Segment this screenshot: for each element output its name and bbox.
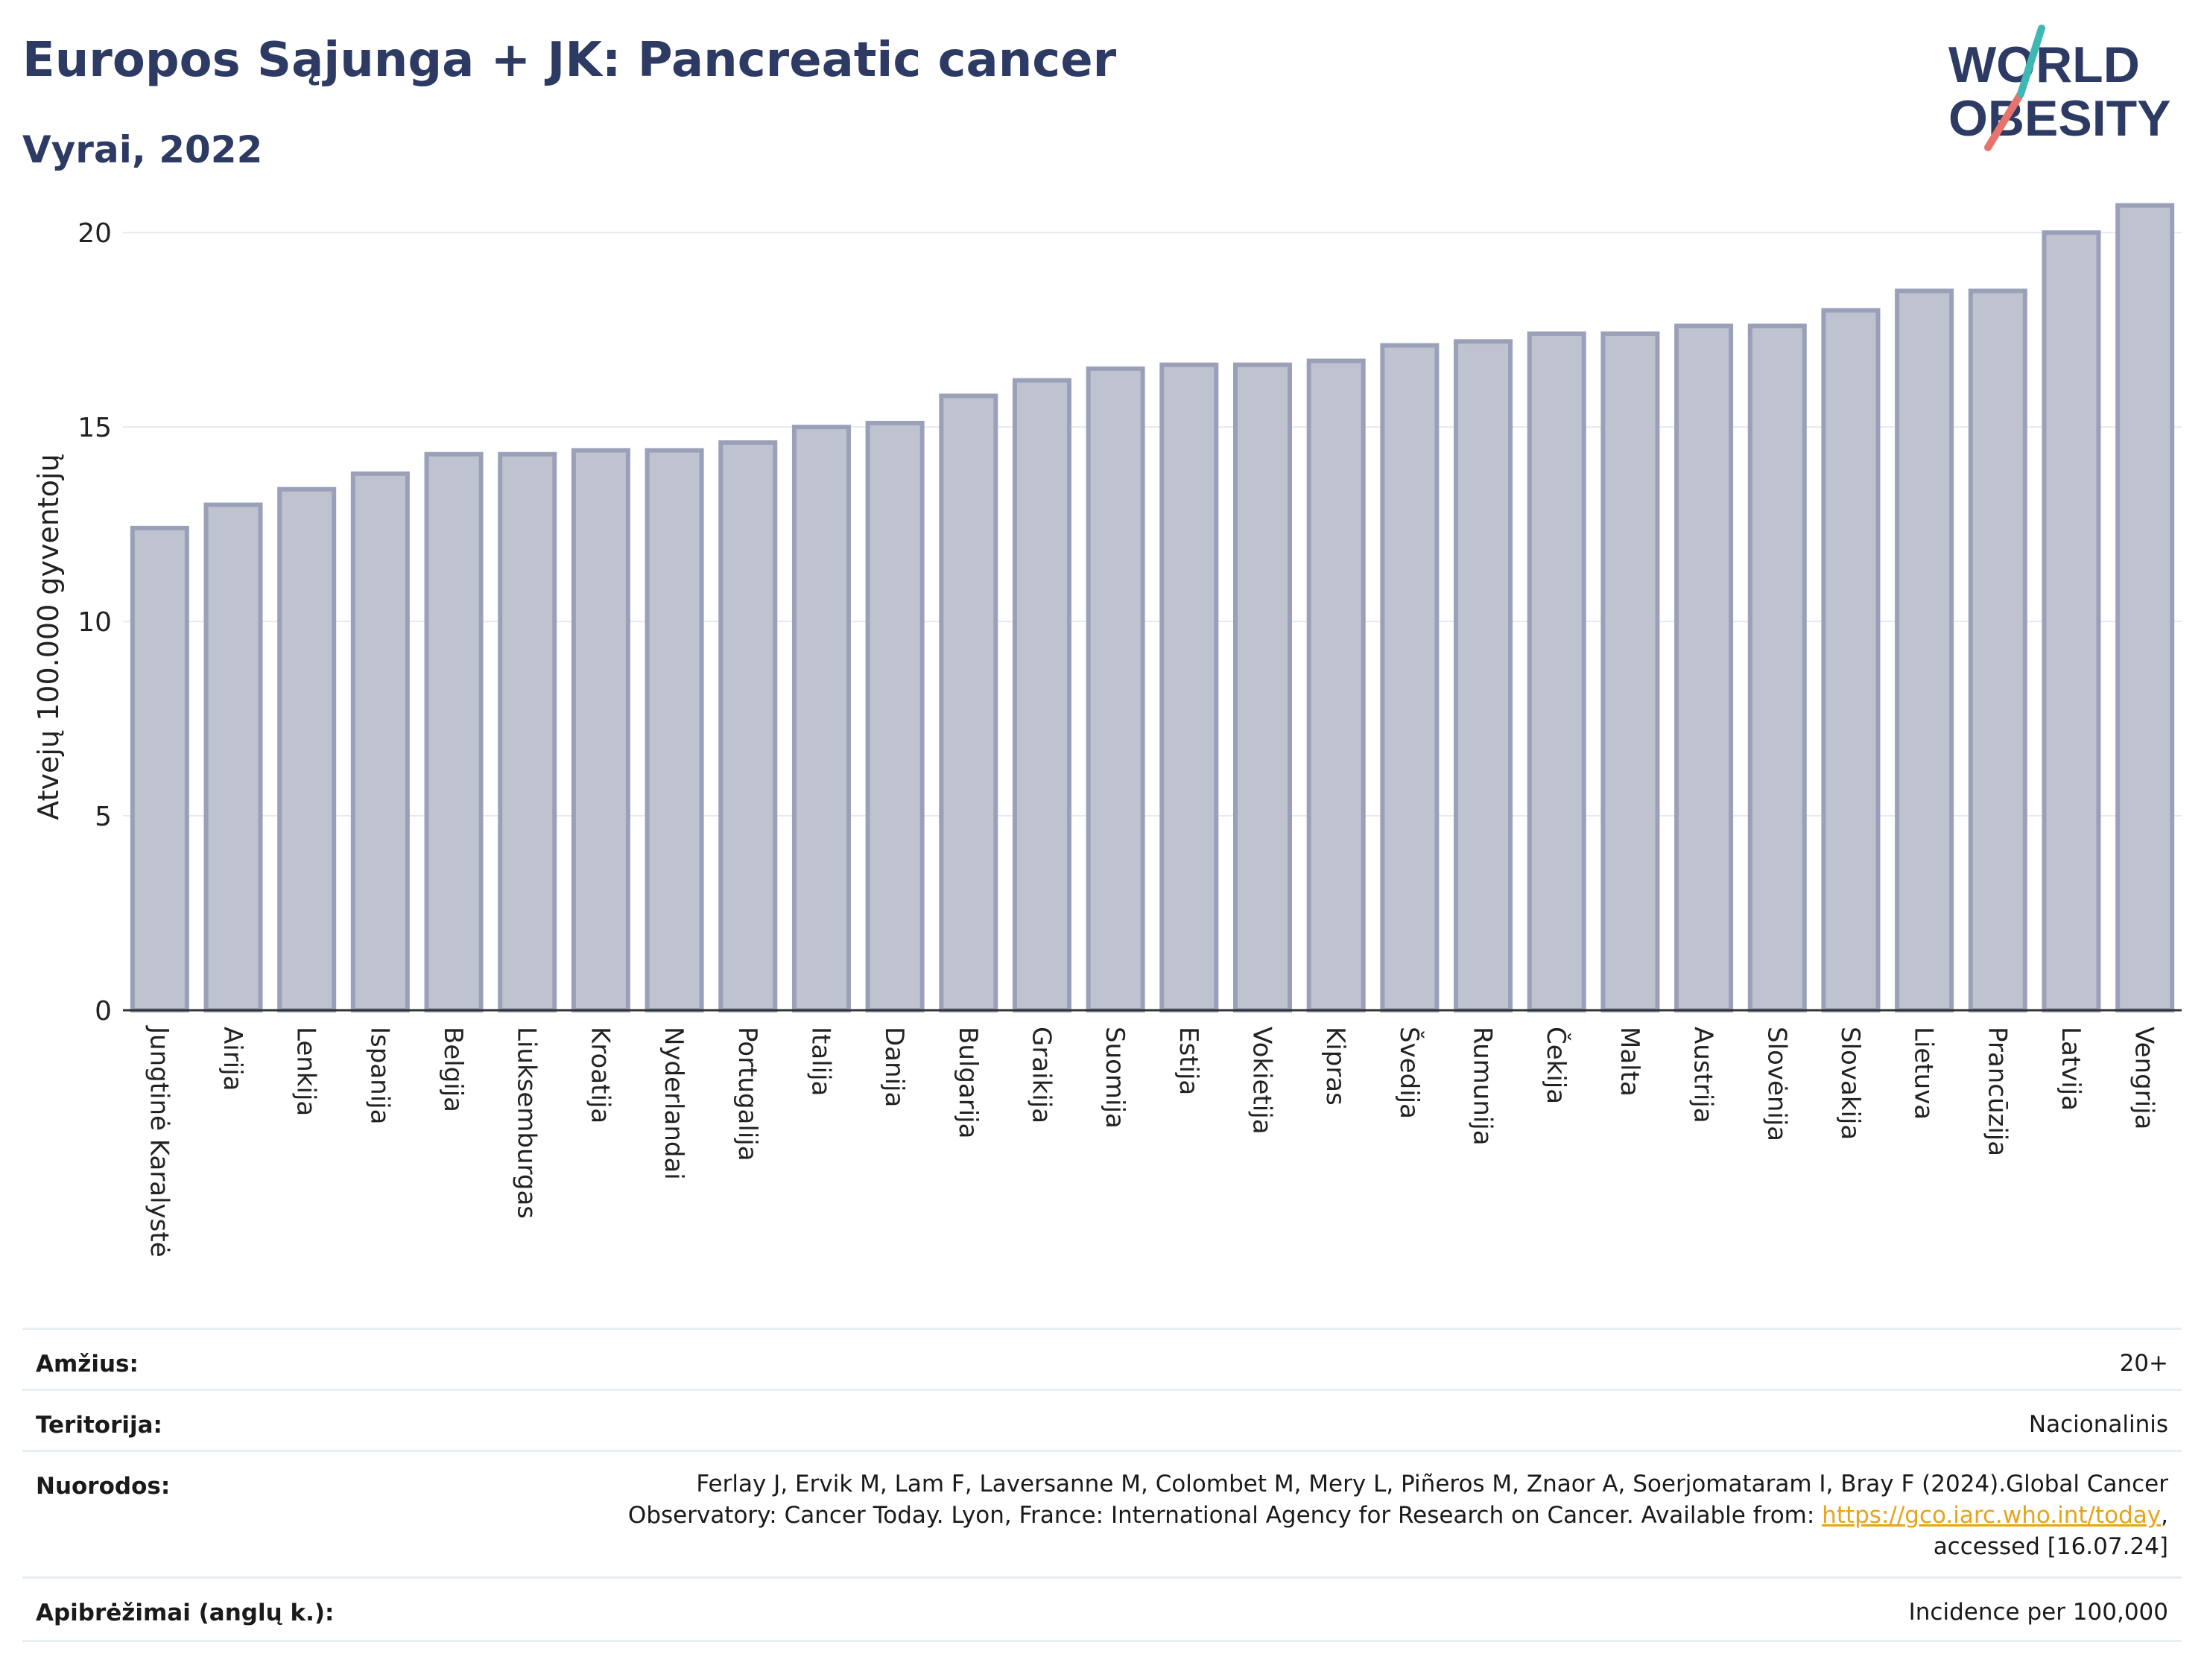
age-value: 20+	[2119, 1350, 2168, 1377]
bar	[1968, 288, 2027, 1012]
bar	[203, 502, 263, 1012]
references-value: Ferlay J, Ervik M, Lam F, Laversanne M, …	[628, 1468, 2168, 1562]
bars	[123, 203, 2182, 1013]
bar	[1674, 323, 1734, 1012]
bar	[1895, 288, 1954, 1012]
x-tick-label: Belgija	[438, 1027, 468, 1112]
logo-line1: WORLD	[1948, 37, 2140, 93]
x-tick-label: Liuksemburgas	[512, 1027, 542, 1219]
x-tick-label: Vengrija	[2129, 1027, 2159, 1129]
y-tick-label: 20	[77, 218, 112, 249]
bar	[1821, 308, 1881, 1013]
x-tick-label: Nyderlandai	[659, 1027, 688, 1180]
x-tick-label: Prancūzija	[1982, 1027, 2012, 1156]
bar	[1159, 362, 1219, 1012]
bar	[1012, 378, 1071, 1012]
bar	[791, 425, 851, 1012]
x-tick-labels: Jungtinė Karalystė Airija Lenkija Ispanija B…	[144, 1025, 2159, 1258]
bar	[1454, 339, 1513, 1013]
age-label: Amžius:	[36, 1351, 139, 1378]
bar	[645, 448, 704, 1012]
x-tick-label: Čekija	[1541, 1027, 1571, 1104]
references-link[interactable]: https://gco.iarc.who.int/today	[1822, 1502, 2162, 1529]
logo-line2: OBESITY	[1948, 90, 2171, 147]
chart-title: Europos Sąjunga + JK: Pancreatic cancer	[22, 33, 1117, 88]
logo-slash-teal	[2017, 25, 2045, 98]
y-tick-label: 5	[95, 802, 112, 832]
y-tick-label: 0	[95, 996, 112, 1027]
x-tick-label: Rumunija	[1468, 1027, 1498, 1146]
x-tick-label: Lietuva	[1909, 1027, 1939, 1120]
bar	[1380, 343, 1440, 1012]
meta-row-definitions: Apibrėžimai (anglų k.): Incidence per 10…	[22, 1576, 2182, 1642]
bar	[939, 393, 998, 1012]
bar	[571, 448, 630, 1012]
bar	[350, 471, 410, 1012]
definitions-label: Apibrėžimai (anglų k.):	[36, 1600, 335, 1626]
x-tick-label: Austrija	[1688, 1027, 1718, 1123]
y-tick-labels: 0 5 10 15 20	[77, 218, 112, 1027]
definitions-value: Incidence per 100,000	[1908, 1599, 2168, 1626]
x-tick-label: Portugalija	[732, 1027, 762, 1161]
bar	[1600, 331, 1660, 1012]
bar	[1527, 331, 1586, 1012]
x-tick-label: Slovėnija	[1761, 1027, 1791, 1141]
x-tick-label: Suomija	[1100, 1027, 1130, 1129]
bar	[2042, 230, 2101, 1013]
references-line3: accessed [16.07.24]	[1933, 1533, 2168, 1560]
x-tick-label: Bulgarija	[953, 1027, 983, 1138]
bar	[1747, 323, 1807, 1012]
x-tick-label: Slovakija	[1835, 1027, 1865, 1140]
bar	[424, 451, 484, 1012]
x-tick-label: Ispanija	[364, 1027, 394, 1124]
x-tick-label: Jungtinė Karalystė	[144, 1025, 174, 1258]
x-tick-label: Kroatija	[585, 1027, 615, 1123]
logo-slash-coral	[1984, 90, 2024, 151]
x-tick-label: Graikija	[1026, 1027, 1056, 1123]
world-obesity-logo: WORLD OBESITY	[1948, 25, 2171, 151]
x-tick-label: Švedija	[1394, 1027, 1425, 1119]
bar-chart: 0 5 10 15 20 Jungtinė Karalystė Airija Lenkija…	[32, 203, 2182, 1258]
meta-row-age: Amžius: 20+	[22, 1328, 2182, 1391]
y-tick-label: 10	[77, 607, 112, 638]
references-line2: Observatory: Cancer Today. Lyon, France:…	[627, 1502, 2168, 1529]
x-tick-label: Airija	[218, 1027, 247, 1091]
x-tick-label: Malta	[1615, 1027, 1644, 1097]
references-line1: Ferlay J, Ervik M, Lam F, Laversanne M, …	[696, 1471, 2168, 1497]
x-tick-label: Kipras	[1320, 1027, 1350, 1106]
x-tick-label: Lenkija	[291, 1027, 321, 1116]
x-tick-label: Estija	[1174, 1027, 1203, 1095]
territory-label: Teritorija:	[36, 1412, 162, 1439]
x-tick-label: Italija	[805, 1027, 835, 1096]
y-axis-label: Atvejų 100.000 gyventojų	[32, 454, 65, 820]
meta-row-territory: Teritorija: Nacionalinis	[22, 1389, 2182, 1452]
chart-subtitle: Vyrai, 2022	[22, 128, 263, 171]
territory-value: Nacionalinis	[2028, 1411, 2168, 1438]
bar	[718, 440, 778, 1012]
bar	[130, 525, 189, 1012]
bar	[277, 486, 337, 1012]
bar	[865, 420, 925, 1012]
bar	[2115, 203, 2175, 1013]
metadata-table: Amžius: 20+ Teritorija: Nacionalinis Nuo…	[22, 1328, 2182, 1642]
bar	[1233, 362, 1293, 1012]
meta-row-references: Nuorodos: Ferlay J, Ervik M, Lam F, Lave…	[22, 1450, 2182, 1579]
x-tick-label: Vokietija	[1247, 1027, 1277, 1135]
y-tick-label: 15	[77, 413, 112, 443]
bar	[498, 451, 557, 1012]
references-label: Nuorodos:	[36, 1473, 171, 1500]
x-tick-label: Danija	[879, 1027, 909, 1107]
bar	[1306, 358, 1366, 1012]
bar	[1086, 366, 1145, 1013]
x-tick-label: Latvija	[2056, 1027, 2086, 1111]
